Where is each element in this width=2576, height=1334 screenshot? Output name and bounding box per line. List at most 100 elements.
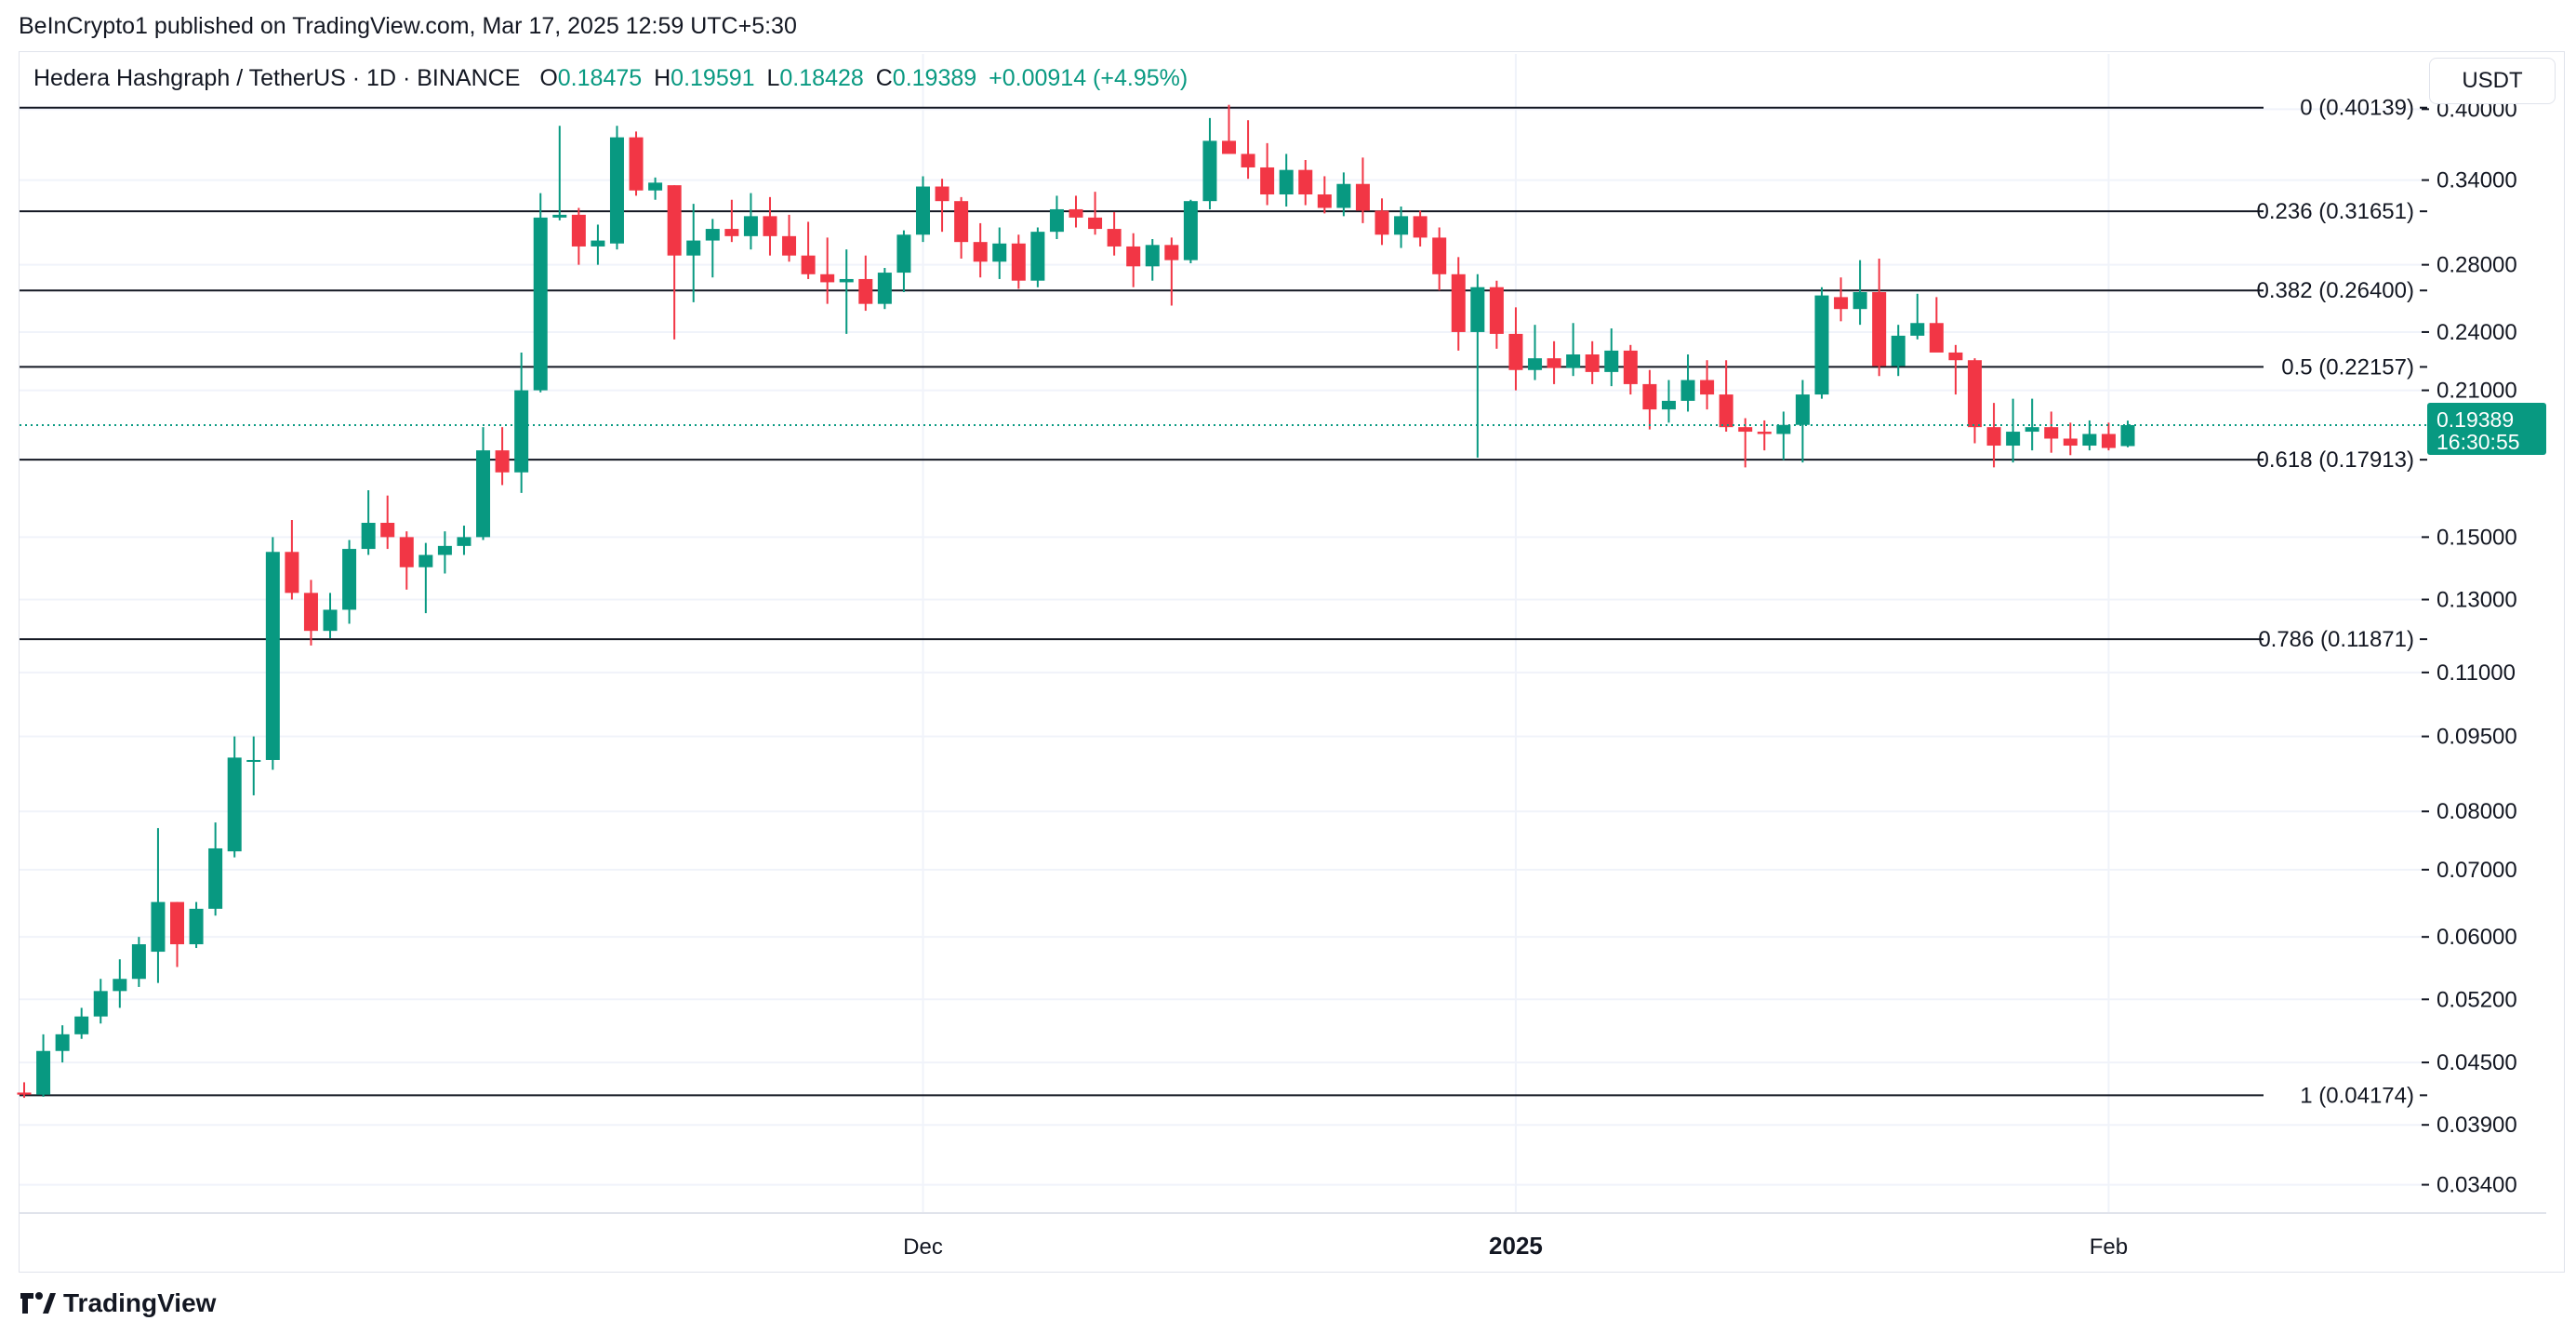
y-tick-label: 0.28000 xyxy=(2437,253,2517,278)
candle-down xyxy=(1700,380,1715,395)
candle-down xyxy=(858,278,873,304)
candle-up xyxy=(839,278,854,283)
x-tick-label: 2025 xyxy=(1489,1232,1543,1260)
x-tick-label: Feb xyxy=(2090,1234,2128,1260)
candle-up xyxy=(1910,323,1925,336)
candle-down xyxy=(973,242,988,262)
candle-up xyxy=(208,847,223,909)
candle-up xyxy=(418,554,433,567)
candle-up xyxy=(246,759,261,762)
candle-down xyxy=(380,523,395,538)
candle-down xyxy=(1011,243,1026,281)
candle-up xyxy=(648,182,663,191)
candle-up xyxy=(609,137,624,244)
y-tick-label: 0.03400 xyxy=(2437,1173,2517,1198)
candle-up xyxy=(896,234,911,273)
high-label: H xyxy=(654,65,671,91)
candle-down xyxy=(763,216,777,236)
y-tick-label: 0.24000 xyxy=(2437,320,2517,345)
candle-up xyxy=(457,537,471,546)
candle-up xyxy=(55,1034,70,1051)
candle-down xyxy=(1088,217,1103,230)
candle-down xyxy=(1738,427,1753,433)
candle-up xyxy=(2025,427,2039,433)
candle-up xyxy=(1814,295,1829,395)
candle-down xyxy=(495,450,510,473)
y-tick-label: 0.21000 xyxy=(2437,379,2517,404)
candle-up xyxy=(93,991,108,1017)
candle-down xyxy=(1967,360,1982,428)
candle-down xyxy=(170,901,185,945)
close-label: C xyxy=(875,65,893,91)
fib-level-label: 0.382 (0.26400) xyxy=(2257,278,2414,303)
y-tick-label: 0.15000 xyxy=(2437,525,2517,550)
candle-down xyxy=(820,273,835,283)
candle-down xyxy=(1929,323,1944,353)
candle-up xyxy=(342,549,357,610)
candle-up xyxy=(1183,201,1198,260)
candle-up xyxy=(1566,354,1581,368)
candle-up xyxy=(113,979,127,992)
candle-up xyxy=(533,217,548,391)
candle-up xyxy=(1891,335,1905,367)
candle-down xyxy=(1164,245,1179,260)
brand-name: TradingView xyxy=(63,1288,217,1317)
candle-down xyxy=(1834,297,1849,310)
candle-up xyxy=(1776,424,1791,434)
candle-up xyxy=(1049,208,1064,233)
candle-up xyxy=(361,523,376,550)
candle-down xyxy=(1298,169,1313,194)
high-value: 0.19591 xyxy=(671,65,755,91)
candle-down xyxy=(285,552,299,594)
currency-selector-button[interactable]: USDT xyxy=(2429,58,2556,104)
candle-up xyxy=(1528,358,1543,370)
candle-down xyxy=(1642,383,1657,410)
candle-down xyxy=(1872,292,1887,367)
open-label: O xyxy=(539,65,558,91)
candle-down xyxy=(2063,438,2078,447)
candle-down xyxy=(1317,193,1332,208)
candle-down xyxy=(1222,140,1237,154)
y-tick-label: 0.13000 xyxy=(2437,588,2517,613)
candle-down xyxy=(1585,354,1600,372)
candle-up xyxy=(1030,232,1045,281)
low-label: L xyxy=(766,65,780,91)
candle-down xyxy=(1260,167,1275,194)
publish-attribution: BeInCrypto1 published on TradingView.com… xyxy=(19,13,797,39)
candle-down xyxy=(1241,153,1255,167)
chart-frame xyxy=(19,51,2565,1273)
last-price-countdown: 16:30:55 xyxy=(2437,430,2520,454)
fib-level-label: 0.618 (0.17913) xyxy=(2257,447,2414,473)
candle-down xyxy=(629,137,644,191)
candle-up xyxy=(2082,434,2097,447)
y-tick-label: 0.11000 xyxy=(2437,660,2516,686)
fib-level-label: 0.236 (0.31651) xyxy=(2257,199,2414,224)
candle-down xyxy=(1757,432,1772,434)
candle-down xyxy=(1948,352,1963,361)
candle-up xyxy=(1604,350,1619,372)
fib-level-label: 1 (0.04174) xyxy=(2300,1083,2414,1108)
tradingview-brand[interactable]: TradingView xyxy=(20,1288,216,1318)
y-tick-label: 0.08000 xyxy=(2437,799,2517,824)
candle-down xyxy=(1413,216,1427,238)
candle-up xyxy=(1336,183,1351,208)
candle-up xyxy=(227,757,242,852)
candle-up xyxy=(1279,169,1294,194)
candle-down xyxy=(724,229,739,236)
candle-up xyxy=(2006,432,2021,447)
y-tick-label: 0.06000 xyxy=(2437,925,2517,950)
x-tick-label: Dec xyxy=(903,1234,943,1260)
symbol-label[interactable]: Hedera Hashgraph / TetherUS · 1D · BINAN… xyxy=(33,65,521,91)
fib-level-label: 0.5 (0.22157) xyxy=(2281,354,2414,380)
y-tick-label: 0.34000 xyxy=(2437,168,2517,193)
candle-up xyxy=(877,273,892,304)
candle-down xyxy=(1432,237,1447,274)
candle-up xyxy=(514,390,529,473)
fib-level-label: 0 (0.40139) xyxy=(2300,96,2414,121)
candle-up xyxy=(992,243,1007,262)
candle-down xyxy=(1107,229,1122,247)
y-tick-label: 0.03900 xyxy=(2437,1113,2517,1138)
candle-up xyxy=(323,609,338,632)
candle-down xyxy=(571,214,586,247)
